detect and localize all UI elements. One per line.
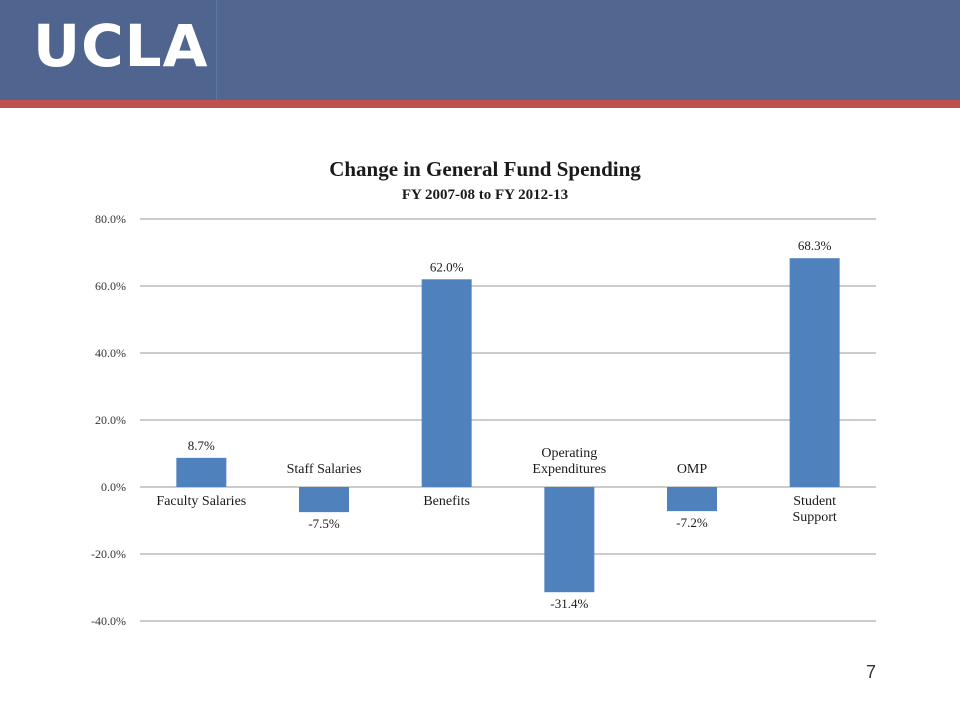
category-label: Staff Salaries (287, 462, 362, 477)
chart-title: Change in General Fund Spending (329, 157, 641, 181)
category-label: Faculty Salaries (156, 494, 246, 509)
y-tick-label: 0.0% (101, 480, 126, 494)
value-labels: 8.7% -7.5% 62.0% -31.4% -7.2% 68.3% (188, 238, 832, 611)
logo: UCLA (0, 0, 217, 100)
header-accent-stripe (0, 100, 960, 108)
bar (176, 457, 227, 487)
y-tick-label: -20.0% (91, 547, 126, 561)
bar (667, 487, 717, 512)
y-tick-label: 80.0% (95, 212, 126, 226)
category-label: Student (793, 494, 836, 509)
value-label: -31.4% (550, 596, 588, 611)
category-label: Support (792, 510, 836, 525)
category-label: OMP (677, 462, 708, 477)
category-label: Benefits (423, 494, 470, 509)
category-labels: Faculty Salaries Staff Salaries Benefits Op… (156, 446, 837, 525)
y-tick-label: 40.0% (95, 346, 126, 360)
bars (176, 258, 840, 593)
value-label: -7.2% (676, 515, 708, 530)
value-label: -7.5% (308, 516, 340, 531)
value-label: 8.7% (188, 438, 215, 453)
y-axis-tick-labels: -40.0% -20.0% 0.0% 20.0% 40.0% 60.0% 80.0% (91, 212, 126, 628)
bar (421, 279, 472, 487)
gridlines (140, 218, 876, 622)
bar (299, 487, 349, 513)
category-label: Expenditures (532, 462, 606, 477)
bar (544, 487, 595, 593)
y-tick-label: 60.0% (95, 279, 126, 293)
y-tick-label: -40.0% (91, 614, 126, 628)
value-label: 68.3% (798, 238, 832, 253)
y-tick-label: 20.0% (95, 413, 126, 427)
page-number: 7 (866, 662, 877, 682)
chart-subtitle: FY 2007-08 to FY 2012-13 (402, 187, 568, 203)
category-label: Operating (541, 446, 597, 461)
value-label: 62.0% (430, 259, 464, 274)
logo-text: UCLA (33, 12, 209, 80)
bar (789, 258, 840, 487)
